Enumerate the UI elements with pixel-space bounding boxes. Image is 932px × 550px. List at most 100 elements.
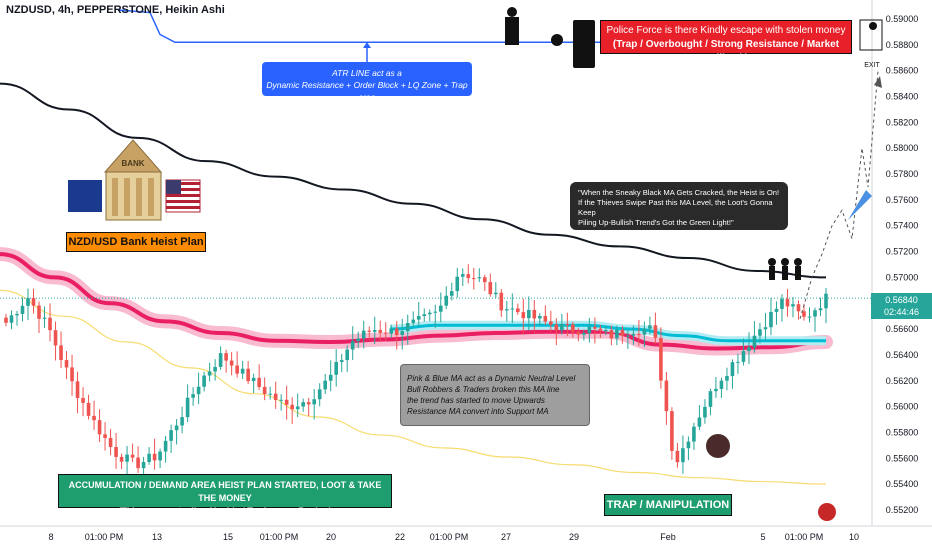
candle-body xyxy=(312,399,316,405)
candle-body xyxy=(510,308,515,310)
candle-body xyxy=(576,331,581,335)
y-tick-label: 0.58800 xyxy=(886,40,919,50)
candle-body xyxy=(582,333,586,335)
candle-body xyxy=(427,312,432,315)
candle-body xyxy=(301,402,305,407)
candle-body xyxy=(141,462,146,469)
candle-body xyxy=(136,457,140,469)
candle-body xyxy=(356,338,361,342)
candle-body xyxy=(246,368,250,382)
x-tick-label: 01:00 PM xyxy=(785,532,824,542)
bank-column-icon xyxy=(136,178,142,216)
candle-body xyxy=(818,308,823,311)
candle-body xyxy=(433,311,438,313)
candle-body xyxy=(664,380,669,412)
candle-body xyxy=(15,313,19,316)
x-tick-label: 8 xyxy=(48,532,53,542)
y-tick-label: 0.55200 xyxy=(886,505,919,515)
x-tick-label: 27 xyxy=(501,532,511,542)
y-tick-label: 0.55400 xyxy=(886,479,919,489)
candle-body xyxy=(736,361,740,363)
candle-body xyxy=(560,324,564,331)
y-tick-label: 0.58200 xyxy=(886,117,919,127)
candle-body xyxy=(92,415,96,421)
sneaky-line3: Piling Up-Bullish Trend's Got the Green … xyxy=(578,218,734,227)
candle-body xyxy=(207,371,212,376)
candle-body xyxy=(361,330,366,339)
candle-body xyxy=(543,315,548,322)
candle-body xyxy=(389,328,394,334)
candle-body xyxy=(114,447,118,457)
atr-line2: Dynamic Resistance + Order Block + LQ Zo… xyxy=(266,80,468,102)
rocket-icon xyxy=(848,190,872,220)
police-line2: (Trap / Overbought / Strong Resistance /… xyxy=(612,39,840,64)
candle-body xyxy=(323,380,327,390)
symbol-header: NZDUSD, 4h, PEPPERSTONE, Heikin Ashi xyxy=(6,4,225,16)
candle-body xyxy=(785,298,790,307)
candle-body xyxy=(538,315,542,319)
candle-body xyxy=(521,312,526,319)
police-line1: Police Force is there Kindly escape with… xyxy=(606,25,846,36)
candle-body xyxy=(747,347,751,352)
candle-body xyxy=(692,426,696,442)
candle-body xyxy=(290,404,294,410)
candle-body xyxy=(75,381,80,398)
x-tick-label: 01:00 PM xyxy=(430,532,469,542)
us-flag-stripe xyxy=(166,182,200,185)
candle-body xyxy=(125,454,129,462)
candle-body xyxy=(317,389,322,400)
candle-body xyxy=(758,329,762,336)
candle-body xyxy=(482,277,487,283)
x-tick-label: 10 xyxy=(849,532,859,542)
candle-body xyxy=(378,330,383,333)
atr-line1: ATR LINE act as a xyxy=(332,68,402,78)
candle-body xyxy=(218,353,223,367)
candle-body xyxy=(235,365,239,374)
candle-body xyxy=(587,326,592,334)
candle-body xyxy=(86,402,91,416)
robber-head-icon xyxy=(794,258,802,266)
candle-body xyxy=(339,360,344,362)
candle-body xyxy=(26,298,30,306)
y-tick-label: 0.55600 xyxy=(886,453,919,463)
y-tick-label: 0.57200 xyxy=(886,247,919,257)
candle-body xyxy=(455,276,460,292)
candle-body xyxy=(631,333,636,336)
bank-column-icon xyxy=(112,178,118,216)
projection-path xyxy=(799,70,879,319)
candle-body xyxy=(81,397,85,403)
pink-blue-line4: Resistance MA convert into Support MA xyxy=(407,407,549,416)
candle-body xyxy=(460,274,465,277)
candle-body xyxy=(527,309,531,319)
candle-body xyxy=(174,425,179,431)
y-tick-label: 0.55800 xyxy=(886,427,919,437)
candle-body xyxy=(477,277,482,279)
us-flag-canton xyxy=(166,180,181,194)
candle-body xyxy=(9,315,14,323)
last-price: 0.56840 xyxy=(885,295,918,305)
last-price-tag: 0.56840 02:44:46 xyxy=(871,293,932,319)
x-tick-label: 22 xyxy=(395,532,405,542)
candle-body xyxy=(202,375,206,387)
nz-flag-icon xyxy=(68,180,102,212)
candle-body xyxy=(31,298,36,306)
candle-body xyxy=(158,451,162,461)
bank-sign: BANK xyxy=(121,159,144,168)
candle-body xyxy=(196,386,201,395)
candle-body xyxy=(4,317,8,323)
candle-body xyxy=(642,328,647,335)
y-tick-label: 0.58600 xyxy=(886,66,919,76)
candle-body xyxy=(345,349,350,361)
candle-body xyxy=(714,388,718,392)
atr-line xyxy=(117,9,826,44)
candle-body xyxy=(400,331,405,335)
candle-body xyxy=(334,361,339,375)
candle-body xyxy=(70,367,74,382)
candle-body xyxy=(686,441,691,449)
loot-bag-thief-icon xyxy=(706,434,730,458)
robber-body-icon xyxy=(769,266,775,280)
candle-body xyxy=(725,376,729,381)
candle-body xyxy=(224,353,228,361)
